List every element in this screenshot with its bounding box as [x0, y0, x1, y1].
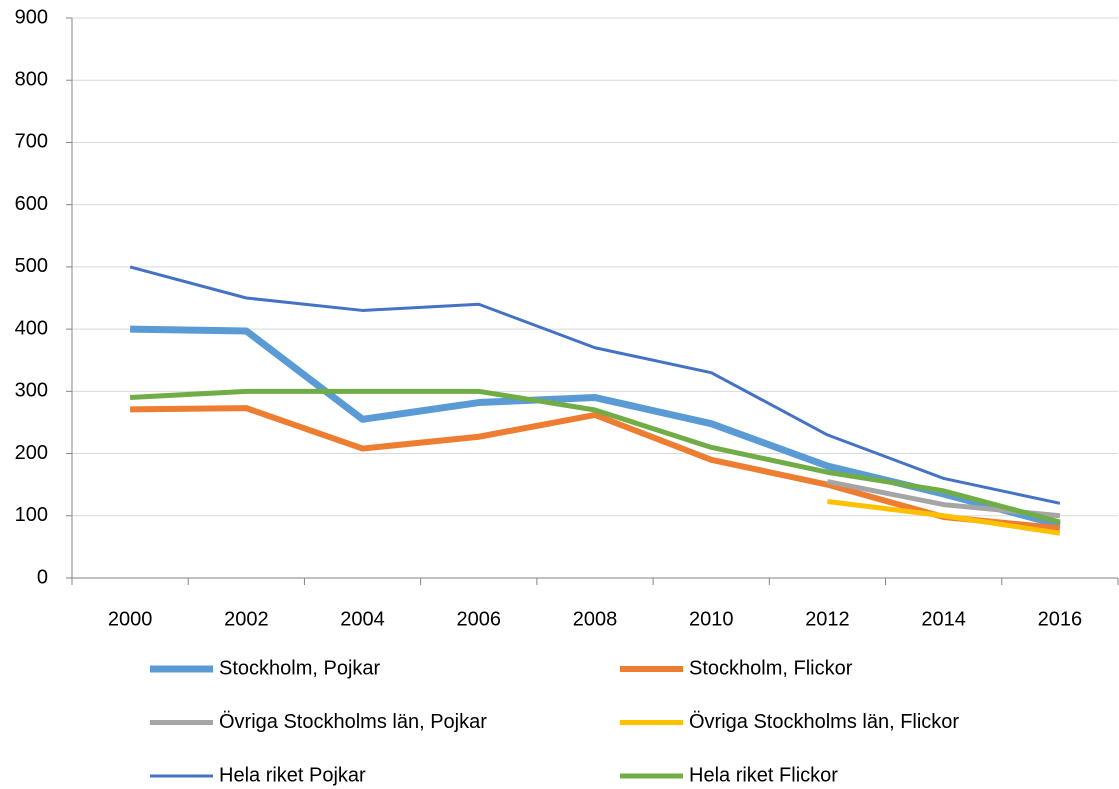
x-tick-label: 2002 — [224, 608, 269, 630]
legend-label: Hela riket Flickor — [689, 764, 838, 786]
x-tick-label: 2012 — [805, 608, 850, 630]
y-tick-label: 0 — [37, 566, 48, 588]
legend-label: Övriga Stockholms län, Flickor — [689, 711, 959, 733]
x-tick-label: 2008 — [573, 608, 618, 630]
y-tick-label: 200 — [15, 442, 48, 464]
y-tick-label: 700 — [15, 131, 48, 153]
legend-label: Övriga Stockholms län, Pojkar — [219, 711, 487, 733]
x-tick-label: 2004 — [340, 608, 385, 630]
legend-label: Hela riket Pojkar — [219, 764, 366, 786]
series-line — [129, 265, 1061, 505]
series-line — [129, 388, 1061, 525]
y-tick-label: 100 — [15, 504, 48, 526]
y-tick-label: 500 — [15, 255, 48, 277]
legend-label: Stockholm, Flickor — [689, 657, 853, 679]
y-tick-label: 800 — [15, 69, 48, 91]
x-tick-label: 2010 — [689, 608, 734, 630]
x-tick-label: 2006 — [457, 608, 502, 630]
y-tick-label: 900 — [15, 6, 48, 28]
y-tick-label: 400 — [15, 317, 48, 339]
series-line — [130, 405, 1061, 532]
y-tick-label: 600 — [15, 193, 48, 215]
x-tick-label: 2014 — [921, 608, 966, 630]
y-tick-label: 300 — [15, 380, 48, 402]
legend-label: Stockholm, Pojkar — [219, 657, 381, 679]
series-line — [827, 498, 1061, 536]
x-tick-label: 2000 — [108, 608, 153, 630]
series-line — [130, 325, 1061, 529]
x-tick-label: 2016 — [1038, 608, 1083, 630]
